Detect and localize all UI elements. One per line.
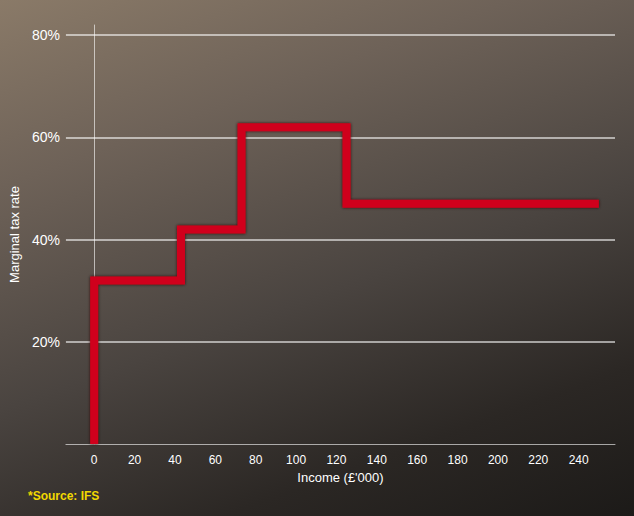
svg-text:Income (£'000): Income (£'000)	[297, 470, 383, 485]
svg-text:100: 100	[286, 453, 306, 467]
svg-text:40: 40	[168, 453, 182, 467]
svg-text:80%: 80%	[32, 27, 60, 43]
svg-text:200: 200	[488, 453, 508, 467]
svg-text:0: 0	[91, 453, 98, 467]
svg-text:20%: 20%	[32, 334, 60, 350]
svg-text:*Source: IFS: *Source: IFS	[28, 489, 99, 503]
svg-text:40%: 40%	[32, 232, 60, 248]
svg-text:20: 20	[128, 453, 142, 467]
svg-text:120: 120	[326, 453, 346, 467]
svg-text:180: 180	[448, 453, 468, 467]
svg-text:140: 140	[367, 453, 387, 467]
svg-text:80: 80	[249, 453, 263, 467]
svg-text:220: 220	[528, 453, 548, 467]
svg-text:60%: 60%	[32, 129, 60, 145]
svg-text:60: 60	[209, 453, 223, 467]
svg-text:Marginal tax rate: Marginal tax rate	[7, 186, 22, 283]
svg-text:160: 160	[407, 453, 427, 467]
svg-text:240: 240	[569, 453, 589, 467]
